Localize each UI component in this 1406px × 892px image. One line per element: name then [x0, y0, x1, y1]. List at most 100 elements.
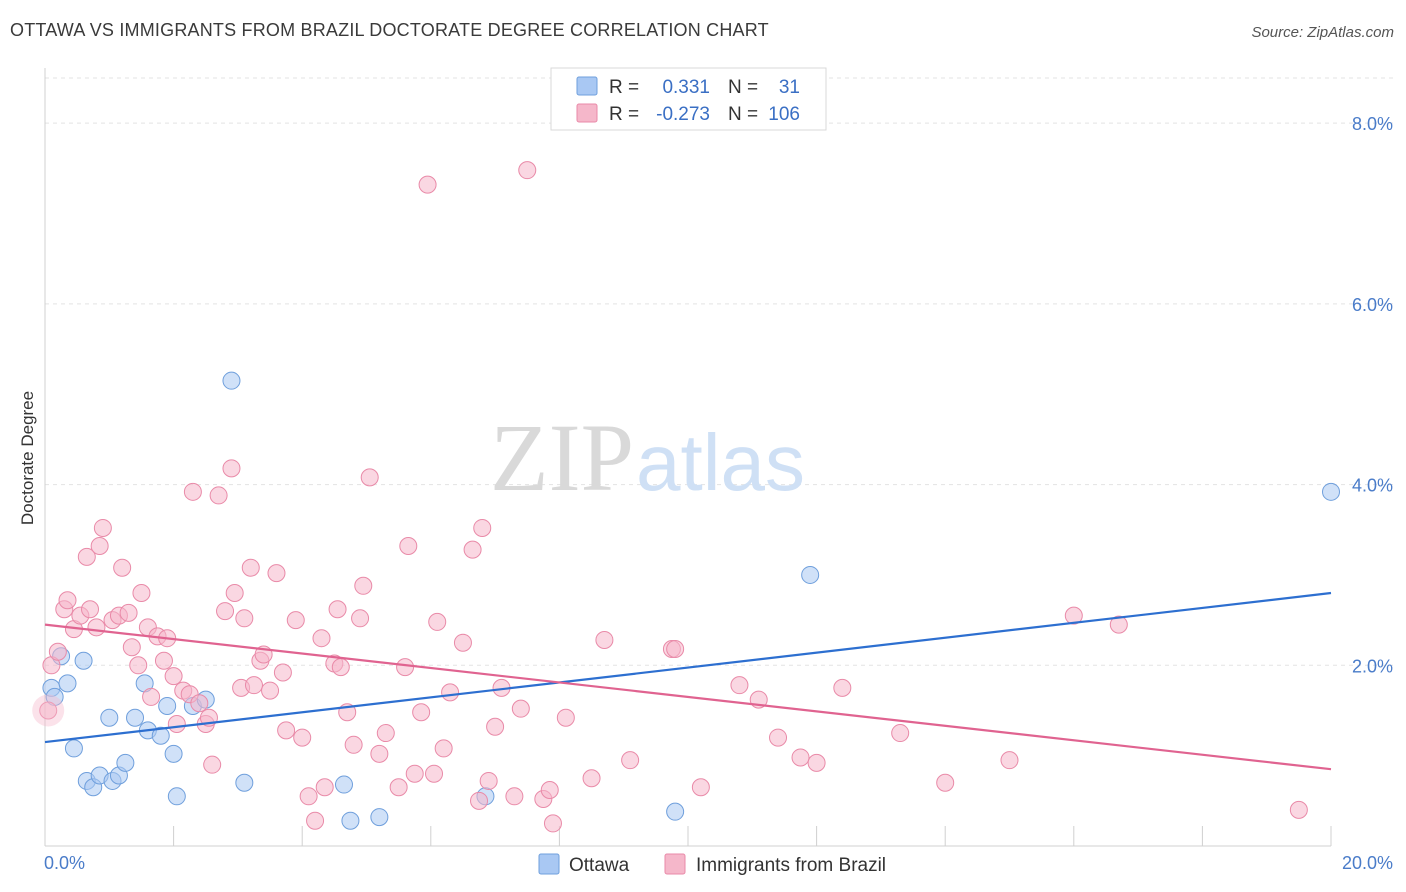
legend-n-label: N = [728, 104, 758, 125]
brazil-point [122, 638, 141, 657]
brazil-point [412, 703, 431, 722]
brazil-point [396, 658, 415, 677]
bottom-legend-ottawa: Ottawa [569, 855, 630, 876]
brazil-point [730, 676, 749, 695]
brazil-point [48, 642, 67, 661]
brazil-point [473, 518, 492, 537]
brazil-point [277, 721, 296, 740]
brazil-point [425, 764, 444, 783]
brazil-point [389, 778, 408, 797]
brazil-point [286, 611, 305, 630]
brazil-point [93, 518, 112, 537]
brazil-point [129, 656, 148, 675]
ottawa-point [801, 565, 820, 584]
legend-r-value: -0.273 [656, 104, 710, 125]
ottawa-point [341, 811, 360, 830]
brazil-point [32, 694, 65, 727]
brazil-point [306, 811, 325, 830]
brazil-point [511, 699, 530, 718]
brazil-point [113, 558, 132, 577]
brazil-point [1109, 615, 1128, 634]
brazil-point [225, 584, 244, 603]
brazil-point [518, 161, 537, 180]
brazil-point [87, 618, 106, 637]
brazil-point [77, 547, 96, 566]
brazil-point [328, 600, 347, 619]
brazil-point [791, 748, 810, 767]
brazil-point [39, 701, 58, 720]
x-tick-labels: 0.0% 20.0% [44, 853, 1393, 873]
brazil-point [209, 486, 228, 505]
ottawa-point [58, 674, 77, 693]
ottawa-point [64, 739, 83, 758]
brazil-point [891, 724, 910, 743]
brazil-point [190, 694, 209, 713]
brazil-point [241, 558, 260, 577]
bottom-legend: Ottawa Immigrants from Brazil [538, 853, 886, 876]
watermark: ZIP atlas [490, 404, 805, 511]
watermark-atlas: atlas [636, 418, 805, 507]
grid-lines [45, 77, 1395, 666]
ottawa-point [151, 726, 170, 745]
brazil-point [769, 728, 788, 747]
brazil-point [244, 676, 263, 695]
brazil-point [293, 728, 312, 747]
ottawa-point [167, 787, 186, 806]
brazil-point [556, 708, 575, 727]
brazil-point [331, 658, 350, 677]
axes [44, 68, 1332, 847]
x-tick-label: 20.0% [1342, 853, 1393, 873]
legend-swatch-brazil [576, 103, 598, 123]
brazil-point [428, 612, 447, 631]
brazil-point [167, 715, 186, 734]
legend-r-label: R = [609, 104, 639, 125]
brazil-point [1000, 751, 1019, 770]
ottawa-points [42, 371, 1340, 830]
ottawa-point [1322, 482, 1340, 501]
brazil-point [441, 683, 460, 702]
brazil-point [621, 751, 640, 770]
brazil-point [154, 651, 173, 670]
brazil-point [58, 591, 77, 610]
ottawa-point [158, 696, 177, 715]
brazil-point [691, 778, 710, 797]
legend-swatch-ottawa [576, 76, 598, 96]
legend-n-label: N = [728, 77, 758, 98]
brazil-point [418, 175, 437, 194]
brazil-point [299, 787, 318, 806]
brazil-points [32, 161, 1308, 833]
brazil-point [463, 540, 482, 559]
ottawa-point [222, 371, 241, 390]
brazil-point [595, 630, 614, 649]
bottom-legend-swatch-ottawa [538, 853, 560, 875]
brazil-point [164, 667, 183, 686]
brazil-point [90, 537, 109, 556]
watermark-zip: ZIP [490, 404, 634, 511]
ottawa-point [74, 651, 93, 670]
ottawa-point [164, 744, 183, 763]
brazil-point [399, 537, 418, 556]
brazil-point [936, 773, 955, 792]
y-tick-label: 8.0% [1352, 114, 1393, 134]
ottawa-point [370, 808, 389, 827]
chart-title: OTTAWA VS IMMIGRANTS FROM BRAZIL DOCTORA… [10, 20, 769, 40]
legend-r-label: R = [609, 77, 639, 98]
ottawa-trend-line [44, 591, 1332, 744]
brazil-point [315, 778, 334, 797]
brazil-point [1064, 606, 1083, 625]
trend-lines [44, 591, 1332, 771]
brazil-point [405, 764, 424, 783]
legend-n-value: 106 [768, 104, 800, 125]
brazil-point [261, 681, 280, 700]
brazil-point [119, 603, 138, 622]
bottom-legend-swatch-brazil [664, 853, 686, 875]
brazil-point [183, 482, 202, 501]
brazil-point [540, 780, 559, 799]
brazil-point [351, 609, 370, 628]
legend-n-value: 31 [779, 77, 800, 98]
legend-r-value: 0.331 [662, 77, 710, 98]
brazil-point [505, 787, 524, 806]
brazil-point [807, 753, 826, 772]
brazil-trend-line [44, 623, 1332, 771]
